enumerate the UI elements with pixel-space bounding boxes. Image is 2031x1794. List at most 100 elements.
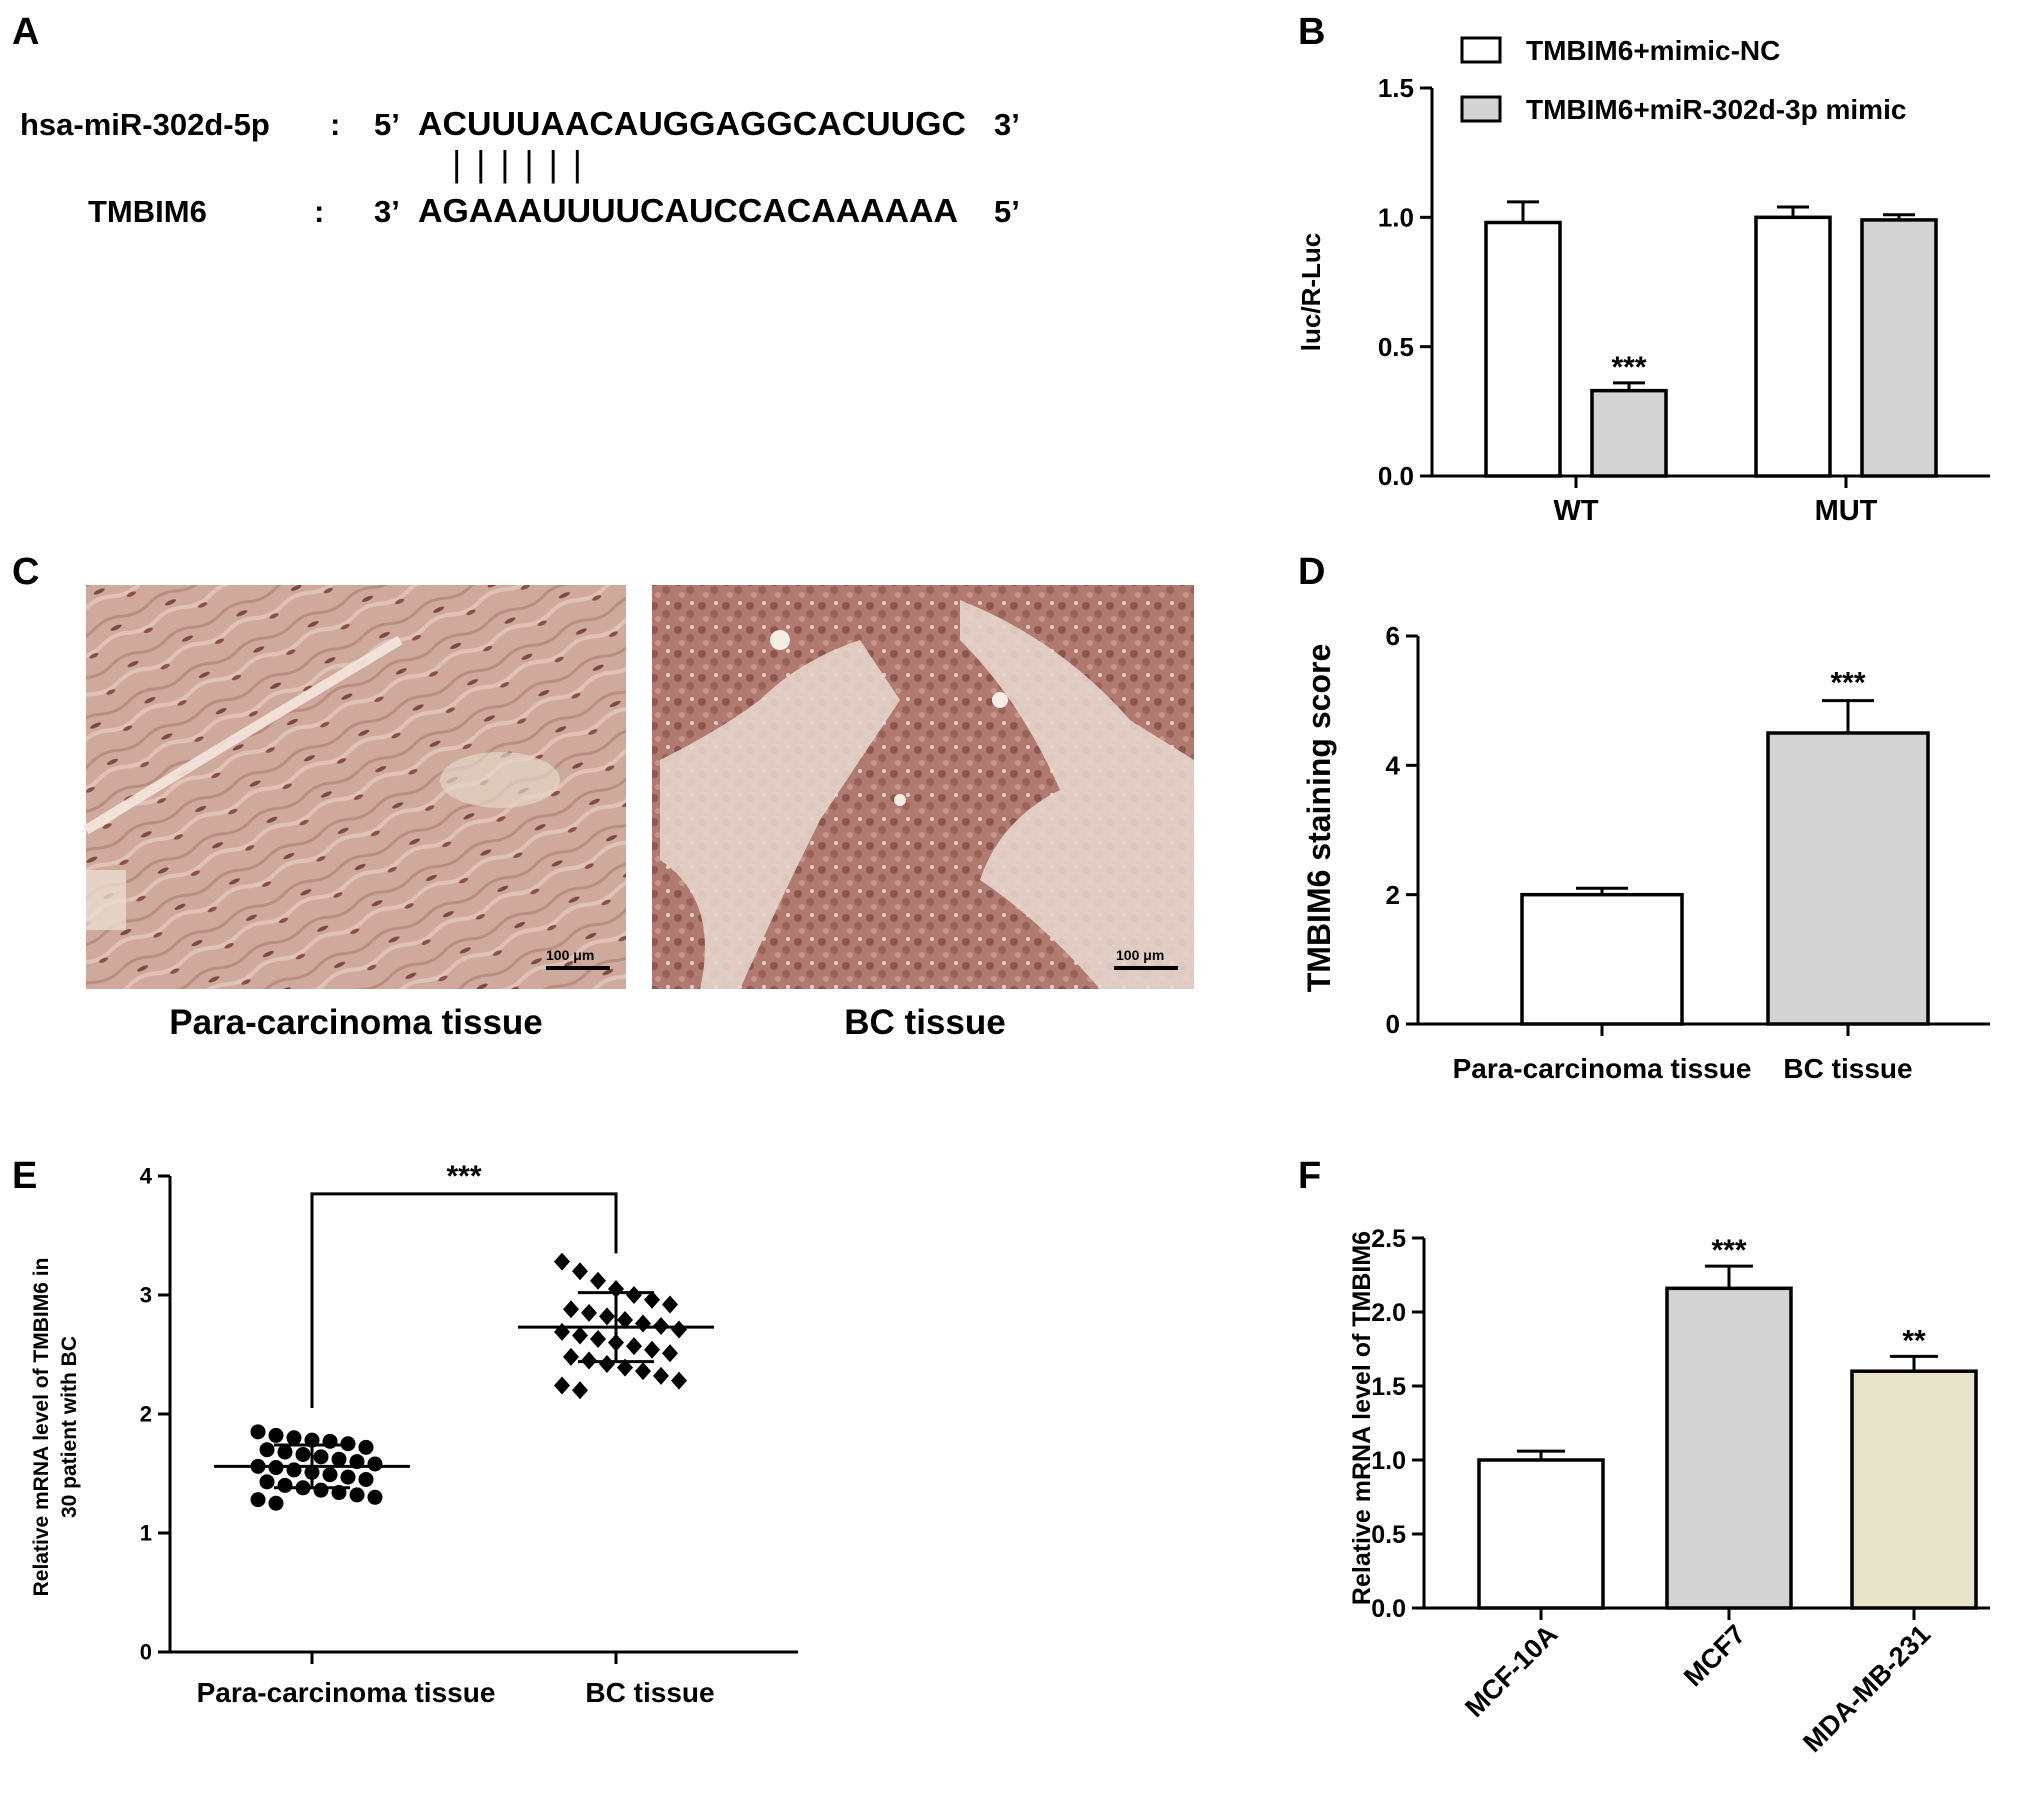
e-point-bc-26 bbox=[653, 1366, 669, 1385]
d-y-axis-label: TMBIM6 staining score bbox=[1301, 644, 1337, 993]
target-3prime: 3’ bbox=[374, 194, 400, 229]
e-point-bc-16 bbox=[590, 1330, 606, 1349]
target-colon: : bbox=[314, 194, 324, 229]
f-x-tick-label: MCF7 bbox=[1678, 1619, 1751, 1692]
e-point-para-4 bbox=[322, 1433, 338, 1449]
e-point-bc-15 bbox=[572, 1326, 588, 1345]
b-x-tick-label: MUT bbox=[1815, 495, 1878, 527]
e-x-tick-label: Para-carcinoma tissue bbox=[197, 1677, 496, 1708]
f-x-tick-label: MDA-MB-231 bbox=[1797, 1619, 1936, 1758]
e-point-para-10 bbox=[313, 1449, 329, 1465]
panel-b-letter: B bbox=[1298, 11, 1325, 53]
e-significance-bracket bbox=[310, 1192, 618, 1409]
micrograph-label-para: Para-carcinoma tissue bbox=[169, 1003, 543, 1042]
e-point-bc-4 bbox=[626, 1286, 642, 1304]
f-y-tick-label: 0.5 bbox=[1371, 1521, 1406, 1549]
e-point-para-22 bbox=[277, 1477, 293, 1493]
legend-label-nc: TMBIM6+mimic-NC bbox=[1526, 35, 1780, 66]
mirna-colon: : bbox=[330, 107, 340, 142]
b-y-axis-label: luc/R-Luc bbox=[1296, 233, 1326, 351]
e-point-bc-2 bbox=[590, 1271, 606, 1290]
e-point-bc-25 bbox=[635, 1362, 651, 1381]
f-y-tick-label: 1.0 bbox=[1371, 1447, 1406, 1475]
e-point-para-0 bbox=[250, 1424, 266, 1440]
e-point-bc-18 bbox=[626, 1337, 642, 1356]
d-x-tick-label: BC tissue bbox=[1783, 1053, 1912, 1084]
f-bar-2 bbox=[1850, 1369, 1978, 1610]
mirna-sequence: ACUUUAACAUGGAGGCACUUGC bbox=[418, 105, 966, 142]
panel-f: F Relative mRNA level of TMBIM6 0.0 0.5 1.… bbox=[1298, 1155, 1990, 1758]
panel-a: A hsa-miR-302d-5p : 5’ ACUUUAACAUGGAGGCA… bbox=[12, 11, 1020, 229]
e-point-bc-10 bbox=[617, 1310, 633, 1329]
d-y-tick-label: 0 bbox=[1386, 1009, 1400, 1039]
b-y-tick-label: 1.0 bbox=[1378, 202, 1414, 232]
f-bar-1 bbox=[1665, 1286, 1793, 1610]
e-point-para-20 bbox=[358, 1471, 374, 1487]
b-y-tick-label: 0.5 bbox=[1378, 332, 1414, 362]
e-point-bc-11 bbox=[635, 1314, 651, 1333]
e-y-tick-label: 1 bbox=[140, 1521, 152, 1546]
e-significance-mark: *** bbox=[446, 1160, 481, 1193]
d-bar-1 bbox=[1766, 731, 1930, 1026]
panel-d-letter: D bbox=[1298, 551, 1325, 593]
e-point-para-7 bbox=[259, 1442, 275, 1458]
e-point-para-24 bbox=[313, 1482, 329, 1498]
f-x-tick-label: MCF-10A bbox=[1459, 1619, 1563, 1723]
e-y-axis-label-line2: 30 patient with BC bbox=[58, 1336, 81, 1518]
e-point-para-9 bbox=[295, 1446, 311, 1462]
d-y-tick-label: 4 bbox=[1386, 750, 1401, 780]
b-x-tick-label: WT bbox=[1553, 495, 1598, 527]
legend-swatch-mimic bbox=[1460, 95, 1502, 123]
f-y-tick-label: 0.0 bbox=[1371, 1595, 1406, 1623]
e-point-bc-1 bbox=[572, 1262, 588, 1281]
e-point-para-26 bbox=[349, 1487, 365, 1503]
panel-b: B TMBIM6+mimic-NC TMBIM6+miR-302d-3p mim… bbox=[1296, 11, 1990, 527]
d-bar-0 bbox=[1520, 892, 1684, 1026]
scale-bar-left: 100 μm bbox=[546, 947, 594, 963]
scale-bar-right: 100 μm bbox=[1116, 947, 1164, 963]
e-y-tick-label: 0 bbox=[140, 1640, 152, 1665]
chart-d-plot: 0 2 4 6 Para-carcinoma tissue BC tissue *** bbox=[1386, 621, 1990, 1084]
e-point-para-1 bbox=[268, 1427, 284, 1443]
target-sequence: AGAAAUUUUCAUCCACAAAAAA bbox=[418, 192, 958, 229]
target-name: TMBIM6 bbox=[88, 194, 207, 229]
b-y-tick-label: 0.0 bbox=[1378, 461, 1414, 491]
e-point-para-13 bbox=[367, 1456, 383, 1472]
panel-d: D TMBIM6 staining score 0 2 4 6 Para-carcino… bbox=[1298, 551, 1990, 1084]
e-point-para-2 bbox=[286, 1430, 302, 1446]
e-point-bc-6 bbox=[662, 1295, 678, 1314]
b-y-tick-label: 1.5 bbox=[1378, 73, 1414, 103]
bc-micrograph: 100 μm bbox=[652, 585, 1194, 989]
e-point-para-21 bbox=[259, 1474, 275, 1490]
e-point-para-8 bbox=[277, 1444, 293, 1460]
f-significance-mark: *** bbox=[1711, 1234, 1746, 1267]
b-significance-mark: *** bbox=[1611, 351, 1646, 384]
d-significance-mark: *** bbox=[1830, 667, 1865, 700]
e-point-bc-8 bbox=[581, 1303, 597, 1322]
panel-c: C 100 μm 100 μm Para-carcinoma tissue BC… bbox=[12, 551, 1194, 1042]
e-point-bc-19 bbox=[644, 1340, 660, 1359]
e-point-bc-14 bbox=[554, 1322, 570, 1341]
panel-c-letter: C bbox=[12, 551, 39, 593]
e-point-para-18 bbox=[322, 1467, 338, 1483]
e-point-bc-20 bbox=[662, 1344, 678, 1363]
micrograph-label-bc: BC tissue bbox=[844, 1003, 1005, 1042]
e-y-tick-label: 4 bbox=[140, 1164, 153, 1189]
e-point-bc-9 bbox=[599, 1307, 615, 1326]
f-y-tick-label: 2.0 bbox=[1371, 1299, 1406, 1327]
e-point-para-27 bbox=[367, 1489, 383, 1505]
mirna-5prime: 5’ bbox=[374, 107, 400, 142]
chart-f-plot: 0.0 0.5 1.0 1.5 2.0 2.5 MCF-10A MCF7 *** MDA-MB-2… bbox=[1371, 1225, 1990, 1758]
panel-e: E Relative mRNA level of TMBIM6 in 30 pa… bbox=[12, 1155, 798, 1708]
e-point-para-29 bbox=[268, 1495, 284, 1511]
e-point-bc-27 bbox=[671, 1371, 687, 1390]
e-point-bc-13 bbox=[671, 1320, 687, 1339]
d-y-tick-label: 2 bbox=[1386, 880, 1400, 910]
legend-swatch-nc bbox=[1460, 36, 1502, 64]
b-bar-wt-series1 bbox=[1590, 388, 1668, 478]
e-point-para-16 bbox=[286, 1462, 302, 1478]
base-pairing-lines: |||||| bbox=[452, 143, 582, 184]
b-bar-mut-series1 bbox=[1860, 218, 1938, 478]
mirna-3prime: 3’ bbox=[994, 107, 1020, 142]
